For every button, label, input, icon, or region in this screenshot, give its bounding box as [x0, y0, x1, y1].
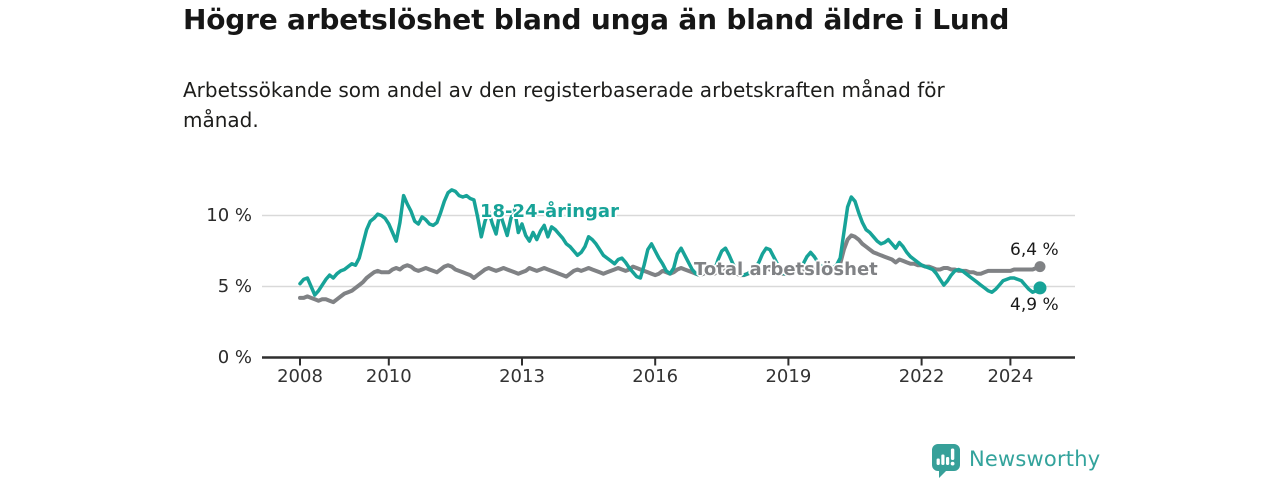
- newsworthy-logo: Newsworthy: [932, 444, 1100, 479]
- y-tick-label: 0 %: [217, 346, 252, 368]
- newsworthy-bars-icon: [932, 444, 960, 478]
- x-tick-label: 2013: [499, 366, 545, 387]
- chart-subtitle: Arbetssökande som andel av den registerb…: [183, 76, 1083, 135]
- end-value-youth: 4,9 %: [1010, 295, 1059, 315]
- chart-title: Högre arbetslöshet bland unga än bland ä…: [183, 3, 1010, 36]
- newsworthy-wordmark: Newsworthy: [969, 447, 1101, 471]
- series-line-youth: [298, 188, 1042, 297]
- end-value-total: 6,4 %: [1010, 240, 1059, 260]
- series-label-total: Total arbetslöshet: [694, 259, 878, 280]
- x-tick-label: 2024: [987, 366, 1034, 387]
- x-tick-label: 2022: [898, 366, 945, 387]
- x-tick-label: 2019: [765, 366, 812, 387]
- chart-subtitle-line-1: Arbetssökande som andel av den registerb…: [183, 78, 945, 102]
- x-tick-label: 2016: [632, 366, 679, 387]
- series-label-youth: 18-24-åringar: [480, 201, 619, 222]
- y-tick-label: 5 %: [217, 275, 252, 297]
- y-tick-label: 10 %: [206, 204, 252, 226]
- x-tick-label: 2008: [277, 366, 323, 387]
- end-dot-total: [1034, 261, 1046, 273]
- chart-subtitle-line-2: månad.: [183, 107, 259, 132]
- x-tick-label: 2010: [365, 366, 412, 387]
- end-dot-youth: [1033, 281, 1047, 295]
